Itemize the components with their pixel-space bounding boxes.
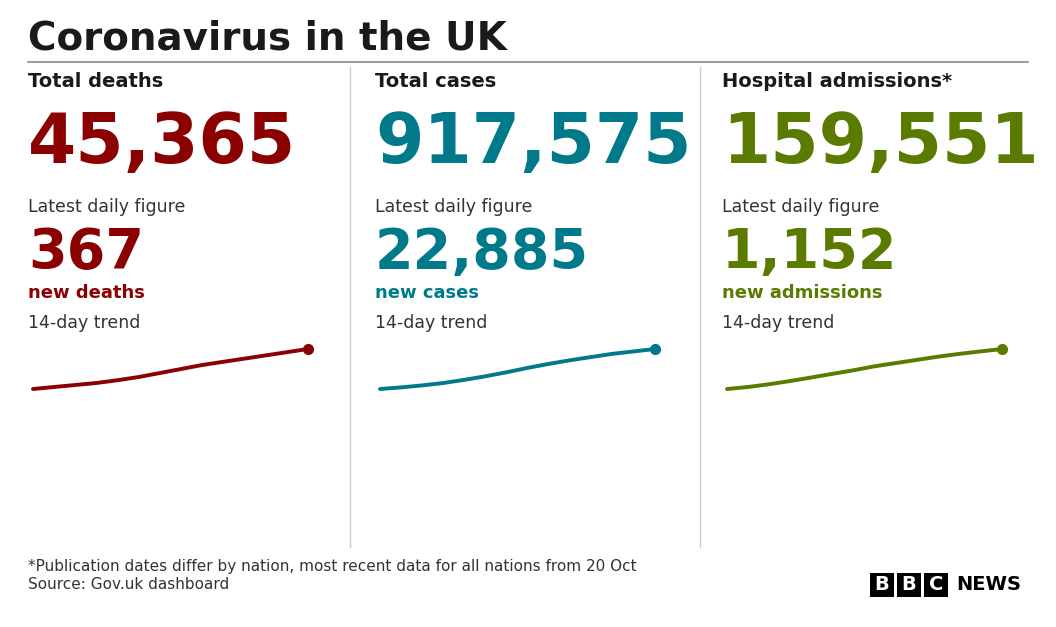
Text: new deaths: new deaths	[29, 284, 145, 302]
Text: 22,885: 22,885	[375, 226, 589, 280]
Text: B: B	[874, 576, 889, 594]
Text: 14-day trend: 14-day trend	[29, 314, 140, 332]
Text: 1,152: 1,152	[722, 226, 898, 280]
Text: Latest daily figure: Latest daily figure	[375, 198, 532, 216]
Text: new cases: new cases	[375, 284, 479, 302]
Text: Source: Gov.uk dashboard: Source: Gov.uk dashboard	[29, 577, 229, 592]
Text: new admissions: new admissions	[722, 284, 883, 302]
Text: 14-day trend: 14-day trend	[722, 314, 834, 332]
FancyBboxPatch shape	[924, 573, 948, 597]
Text: C: C	[929, 576, 943, 594]
Text: 159,551: 159,551	[722, 110, 1039, 177]
Text: 917,575: 917,575	[375, 110, 692, 177]
Text: 45,365: 45,365	[29, 110, 297, 177]
Text: 367: 367	[29, 226, 144, 280]
FancyBboxPatch shape	[897, 573, 921, 597]
Text: Total cases: Total cases	[375, 72, 496, 91]
Text: Hospital admissions*: Hospital admissions*	[722, 72, 953, 91]
Text: Total deaths: Total deaths	[29, 72, 164, 91]
Text: Latest daily figure: Latest daily figure	[29, 198, 186, 216]
FancyBboxPatch shape	[870, 573, 894, 597]
Text: B: B	[902, 576, 917, 594]
Text: Latest daily figure: Latest daily figure	[722, 198, 880, 216]
Text: NEWS: NEWS	[956, 576, 1021, 594]
Text: *Publication dates differ by nation, most recent data for all nations from 20 Oc: *Publication dates differ by nation, mos…	[29, 559, 637, 574]
Text: Coronavirus in the UK: Coronavirus in the UK	[29, 19, 507, 57]
Text: 14-day trend: 14-day trend	[375, 314, 488, 332]
